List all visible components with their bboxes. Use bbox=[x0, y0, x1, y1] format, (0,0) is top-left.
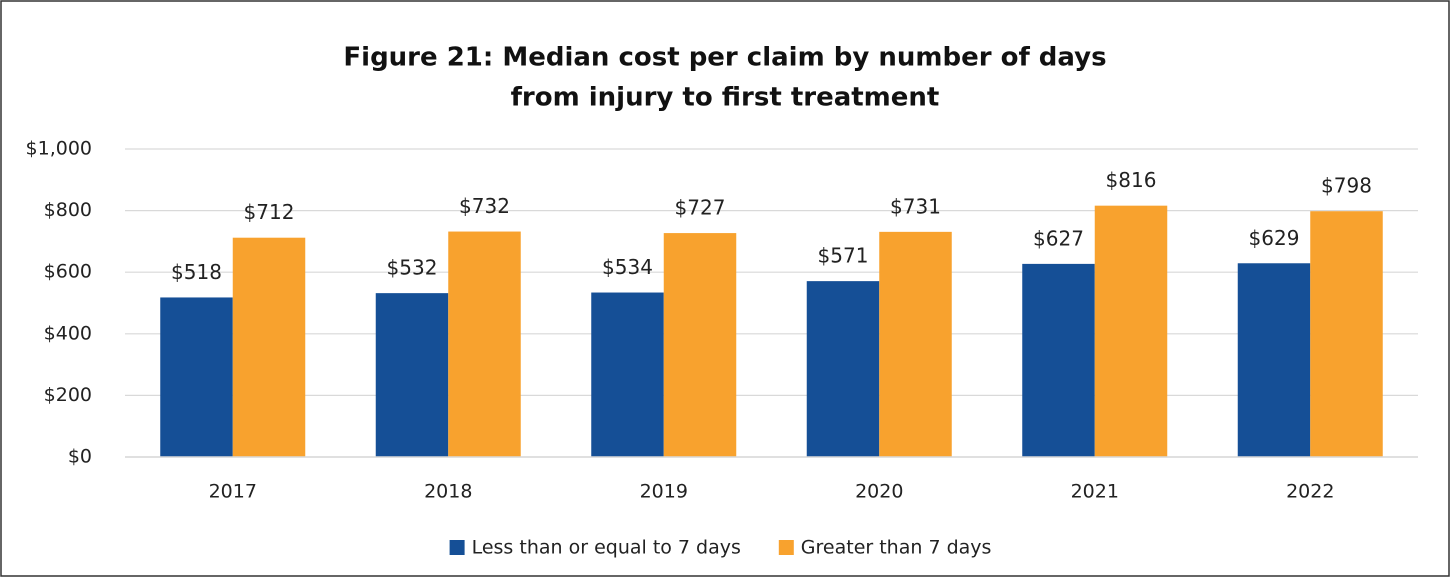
bar bbox=[591, 292, 664, 457]
chart-title: from injury to first treatment bbox=[511, 83, 940, 113]
bar bbox=[160, 297, 233, 457]
chart-title: Figure 21: Median cost per claim by numb… bbox=[343, 43, 1106, 73]
legend-label: Greater than 7 days bbox=[801, 537, 992, 559]
legend-label: Less than or equal to 7 days bbox=[472, 537, 741, 559]
bar bbox=[1022, 263, 1095, 457]
bar bbox=[663, 233, 737, 457]
data-label: $571 bbox=[818, 244, 869, 268]
bar bbox=[448, 231, 521, 457]
data-label: $518 bbox=[171, 260, 222, 284]
y-tick-label: $200 bbox=[44, 384, 92, 406]
x-tick-label: 2022 bbox=[1286, 481, 1334, 503]
y-tick-label: $800 bbox=[44, 199, 92, 221]
data-label: $629 bbox=[1249, 226, 1300, 250]
bar bbox=[375, 293, 449, 457]
bar bbox=[879, 231, 952, 457]
y-tick-label: $0 bbox=[68, 446, 92, 468]
data-label: $627 bbox=[1033, 226, 1084, 250]
x-tick-label: 2018 bbox=[424, 481, 472, 503]
data-label: $798 bbox=[1321, 174, 1372, 198]
data-label: $816 bbox=[1106, 168, 1157, 192]
y-tick-label: $400 bbox=[44, 322, 92, 344]
bar bbox=[806, 281, 880, 457]
x-tick-label: 2019 bbox=[640, 481, 688, 503]
legend-swatch bbox=[778, 540, 794, 555]
data-label: $727 bbox=[675, 196, 726, 220]
bar bbox=[1094, 205, 1168, 457]
data-label: $732 bbox=[459, 194, 510, 218]
legend-swatch bbox=[449, 540, 465, 555]
bar bbox=[1310, 211, 1383, 457]
data-label: $534 bbox=[602, 255, 653, 279]
y-tick-label: $600 bbox=[44, 261, 92, 283]
x-tick-label: 2020 bbox=[855, 481, 903, 503]
x-tick-label: 2021 bbox=[1071, 481, 1119, 503]
data-label: $731 bbox=[890, 194, 941, 218]
x-tick-label: 2017 bbox=[209, 481, 257, 503]
bar bbox=[232, 237, 306, 457]
y-tick-label: $1,000 bbox=[26, 138, 92, 160]
data-label: $712 bbox=[244, 200, 295, 224]
data-label: $532 bbox=[387, 256, 438, 280]
bar bbox=[1237, 263, 1311, 457]
